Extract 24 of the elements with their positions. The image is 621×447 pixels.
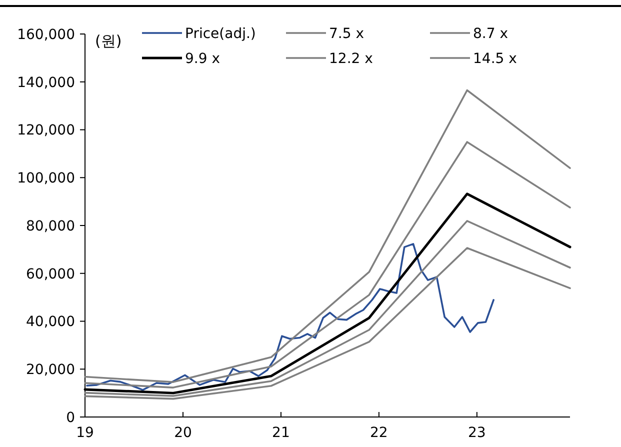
legend-label: 8.7 x [473,26,508,42]
line-series [86,243,494,391]
y-tick-label: 80,000 [26,218,75,234]
line-series [84,141,571,388]
line-series [84,89,571,383]
x-tick-label: 20 [174,425,192,441]
y-tick-label: 40,000 [26,314,75,330]
x-tick-label: 22 [370,425,388,441]
legend-label: 7.5 x [329,26,364,42]
x-tick-label: 23 [468,425,486,441]
x-tick-label: 21 [272,425,290,441]
legend-label: 12.2 x [329,50,373,67]
y-tick-label: 60,000 [26,266,75,282]
legend-label: 14.5 x [473,50,517,67]
y-tick-label: 160,000 [17,26,75,43]
y-tick-label: 140,000 [17,74,75,91]
y-axis-title: (원) [95,32,122,50]
y-tick-label: 120,000 [17,122,75,139]
legend-label: 9.9 x [185,50,220,67]
y-tick-label: 0 [66,410,75,426]
y-tick-label: 100,000 [17,170,75,187]
x-tick-label: 19 [76,425,94,441]
y-tick-label: 20,000 [26,362,75,378]
legend-label: Price(adj.) [185,26,256,42]
